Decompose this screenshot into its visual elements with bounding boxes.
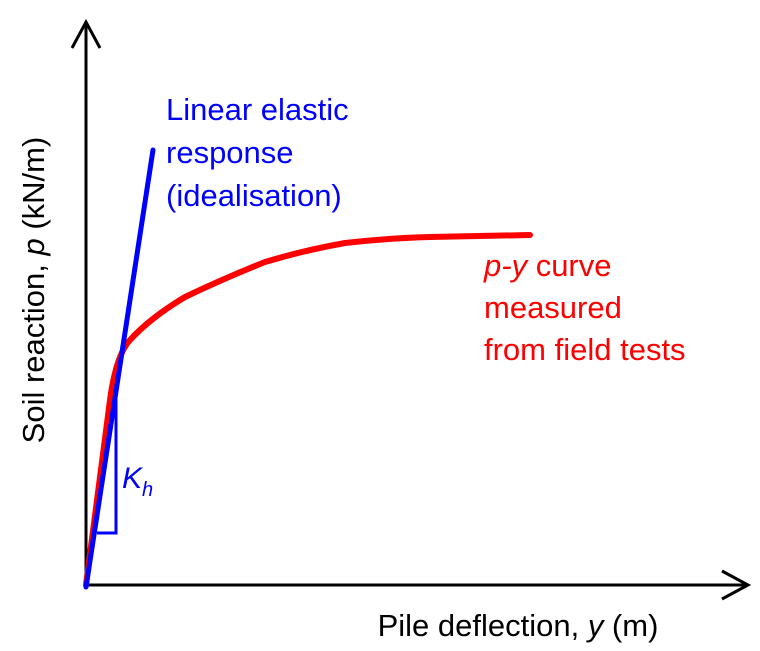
x-axis-label: Pile deflection, y (m): [378, 608, 659, 643]
curve-label-line1: p-y curve: [483, 248, 612, 283]
curve-label: p-y curve measured from field tests: [483, 248, 686, 367]
slope-label: Kh: [122, 462, 153, 501]
slope-triangle: [97, 398, 118, 535]
linear-label: Linear elastic response (idealisation): [166, 92, 349, 213]
linear-label-line3: (idealisation): [166, 178, 342, 213]
linear-elastic-line: [83, 147, 156, 590]
curve-label-line3: from field tests: [484, 332, 686, 367]
linear-label-line1: Linear elastic: [166, 92, 349, 127]
p-y-curve: [83, 232, 533, 588]
x-axis: [85, 569, 752, 601]
curve-label-line2: measured: [484, 290, 622, 325]
y-axis-label: Soil reaction, p (kN/m): [16, 137, 51, 444]
y-axis: [70, 18, 102, 587]
linear-label-line2: response: [166, 135, 294, 170]
